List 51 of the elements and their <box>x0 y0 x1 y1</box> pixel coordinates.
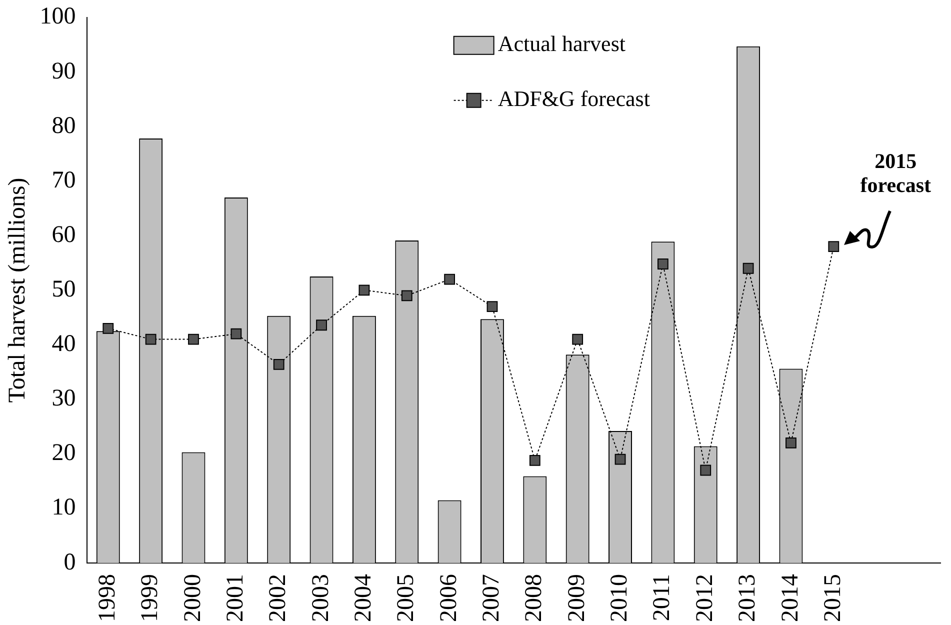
point <box>786 438 796 448</box>
point <box>230 328 242 340</box>
y-tick-label: 80 <box>52 112 76 139</box>
point <box>486 301 498 312</box>
x-tick-label: 2004 <box>350 574 376 622</box>
legend-label: Actual harvest <box>498 31 626 56</box>
legend-label: ADF&G forecast <box>498 86 650 112</box>
y-tick-label: 70 <box>52 167 76 194</box>
x-tick-label: 1998 <box>94 574 120 622</box>
point <box>444 274 456 285</box>
x-tick-label: 1999 <box>137 574 164 622</box>
y-tick-label: 10 <box>52 494 76 521</box>
point <box>742 262 754 274</box>
point <box>401 290 412 302</box>
point <box>102 322 114 334</box>
point <box>145 334 156 345</box>
y-axis-title: Total harvest (millions) <box>4 178 31 403</box>
x-tick-label: 2015 <box>820 574 846 622</box>
point <box>572 334 584 345</box>
y-tick-label: 20 <box>52 440 76 466</box>
point <box>529 454 540 466</box>
y-tick-label: 40 <box>52 331 76 358</box>
x-tick-label: 2010 <box>606 574 633 622</box>
y-tick-label: 0 <box>64 549 76 576</box>
x-tick-label: 2006 <box>436 574 462 622</box>
x-tick-label: 2008 <box>521 574 548 622</box>
y-tick-label: 60 <box>52 222 76 248</box>
point <box>273 358 284 370</box>
x-tick-label: 2002 <box>265 574 292 622</box>
point <box>614 454 626 465</box>
x-tick-label: 2005 <box>393 574 420 622</box>
x-tick-label: 2011 <box>649 574 676 622</box>
x-tick-label: 2007 <box>478 574 505 622</box>
point <box>358 284 370 296</box>
x-tick-label: 2014 <box>777 574 804 622</box>
y-tick-label: 30 <box>52 386 76 412</box>
x-tick-label: 2000 <box>180 574 206 622</box>
annotation: 2015 forecast <box>860 148 932 197</box>
x-tick-label: 2009 <box>564 574 590 622</box>
y-tick-label: 50 <box>52 276 76 302</box>
point <box>188 334 199 345</box>
x-tick-label: 2012 <box>692 574 718 622</box>
x-tick-label: 2003 <box>308 574 334 622</box>
point <box>657 258 668 270</box>
point <box>828 241 840 252</box>
x-tick-label: 2001 <box>222 574 248 622</box>
y-tick-label: 90 <box>52 58 76 84</box>
point <box>700 464 712 476</box>
point <box>316 320 327 331</box>
x-tick-label: 2013 <box>734 574 761 622</box>
y-tick-label: 100 <box>40 4 76 30</box>
